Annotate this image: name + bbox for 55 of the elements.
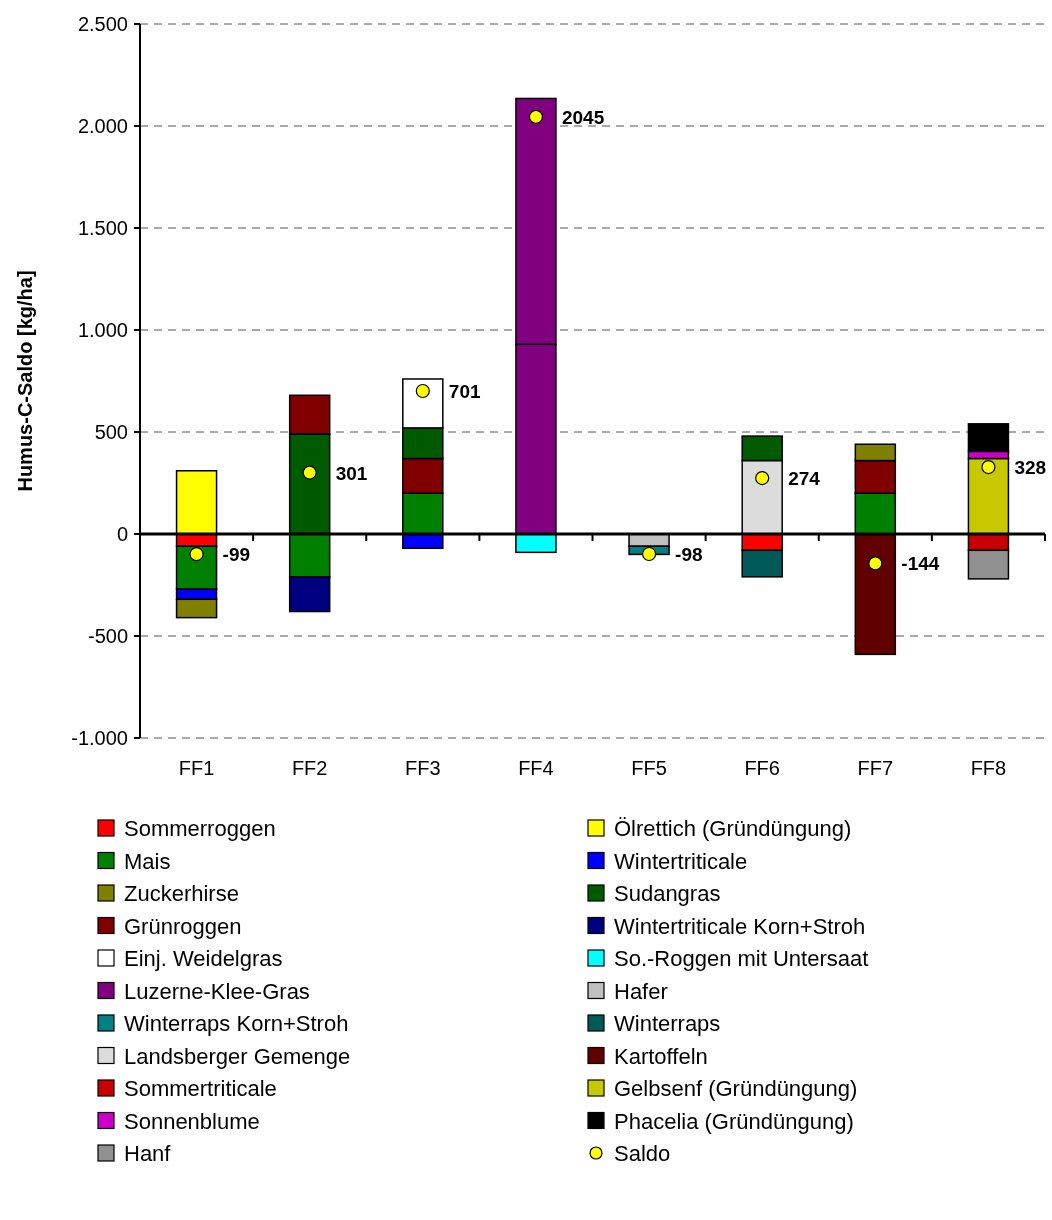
point	[189, 547, 204, 562]
legend-label: Sonnenblume	[124, 1108, 260, 1134]
data-label: 274	[788, 468, 821, 490]
legend-label: Hafer	[614, 978, 668, 1004]
legend-label: Sommertriticale	[124, 1076, 277, 1101]
x-tick-label: FF8	[970, 757, 1007, 779]
point	[302, 465, 317, 480]
legend-label: Kartoffeln	[614, 1043, 708, 1069]
x-tick-label: FF6	[744, 757, 780, 779]
legend-label: Saldo	[614, 1141, 671, 1166]
legend-label: Luzerne-Klee-Gras	[124, 978, 310, 1004]
point	[641, 546, 657, 562]
legend-label: Hanf	[124, 1141, 172, 1166]
x-tick-label: FF2	[291, 757, 328, 779]
legend-label: Mais	[124, 848, 171, 874]
data-label: 301	[335, 462, 368, 484]
x-tick-label: FF4	[518, 757, 554, 779]
legend-label: Grünroggen	[124, 913, 242, 939]
y-tick-label: 1.500	[77, 217, 128, 239]
y-tick-label: 500	[94, 421, 128, 443]
legend-label: Sudangras	[614, 881, 721, 906]
y-tick-label: -1.000	[71, 727, 128, 749]
y-tick-label: 2.000	[77, 115, 128, 137]
legend-label: Ölrettich (Gründüngung)	[614, 816, 852, 841]
legend-label: Zuckerhirse	[124, 881, 239, 906]
point	[415, 383, 430, 399]
data-label: -144	[901, 553, 940, 575]
legend-label: Winterraps	[614, 1011, 721, 1036]
y-tick-label: 0	[116, 523, 128, 545]
data-label: 2045	[561, 106, 605, 128]
legend-label: Phacelia (Gründüngung)	[614, 1108, 854, 1134]
data-label: -99	[222, 544, 251, 566]
data-label: 701	[448, 381, 481, 402]
y-tick-label: 1.000	[77, 319, 128, 341]
legend-label: Sommerroggen	[124, 816, 276, 841]
x-tick-label: FF7	[857, 757, 894, 779]
point	[868, 556, 883, 571]
y-tick-label: 2.500	[77, 13, 128, 35]
point	[755, 471, 770, 486]
x-tick-label: FF5	[631, 757, 667, 779]
data-label: 328	[1014, 457, 1047, 479]
x-tick-label: FF1	[178, 757, 215, 779]
y-axis-title: Humus-C-Saldo [kg/ha]	[14, 270, 36, 492]
legend-label: Einj. Weidelgras	[124, 946, 283, 971]
legend-label: Wintertriticale Korn+Stroh	[614, 913, 866, 939]
legend-label: Landsberger Gemenge	[124, 1043, 351, 1069]
legend-label: Wintertriticale	[614, 848, 748, 874]
data-label: -98	[675, 543, 703, 565]
point	[981, 459, 996, 475]
legend-label: Gelbsenf (Gründüngung)	[614, 1076, 858, 1101]
legend-label: Winterraps Korn+Stroh	[124, 1011, 349, 1036]
point	[528, 109, 544, 124]
x-tick-label: FF3	[405, 757, 441, 779]
y-tick-label: -500	[87, 625, 128, 647]
legend-label: So.-Roggen mit Untersaat	[614, 946, 869, 971]
